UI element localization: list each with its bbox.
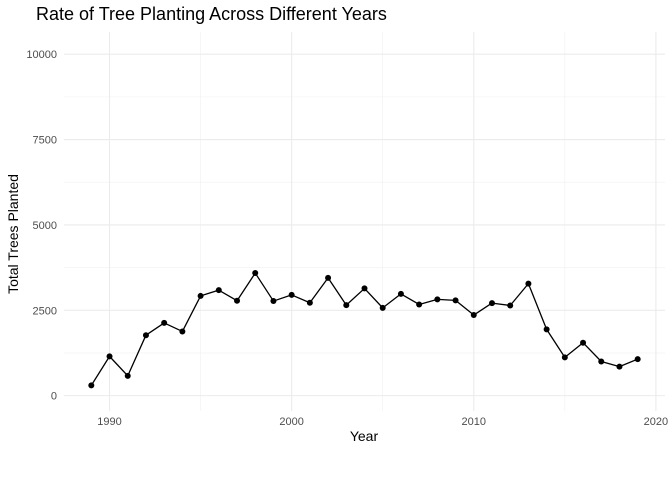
data-point (580, 339, 587, 346)
y-tick-label: 10000 (26, 49, 57, 61)
y-tick-label: 7500 (33, 135, 57, 147)
data-point (434, 296, 441, 303)
minor-gridlines (64, 32, 665, 411)
data-point (124, 372, 131, 379)
data-point (179, 328, 186, 335)
data-point (288, 291, 295, 298)
x-axis-title: Year (350, 428, 379, 444)
data-point (416, 301, 423, 308)
data-point (161, 319, 168, 326)
data-point (234, 297, 241, 304)
major-gridlines (64, 32, 665, 411)
x-tick-label: 2000 (279, 416, 303, 428)
data-point (361, 285, 368, 292)
data-point (215, 287, 222, 294)
data-point (470, 312, 477, 319)
data-point (106, 353, 113, 360)
data-point (598, 358, 605, 365)
data-point (616, 363, 623, 370)
x-tick-label: 2020 (644, 416, 668, 428)
y-axis-title: Total Trees Planted (5, 174, 21, 294)
data-point (88, 382, 95, 389)
chart-title: Rate of Tree Planting Across Different Y… (36, 4, 387, 24)
data-point (561, 354, 568, 361)
data-point (343, 302, 350, 309)
x-tick-label: 2010 (462, 416, 486, 428)
data-point (634, 356, 641, 363)
data-point (452, 297, 459, 304)
data-point (142, 332, 149, 339)
y-tick-label: 2500 (33, 305, 57, 317)
data-point (379, 304, 386, 311)
x-tick-label: 1990 (97, 416, 121, 428)
data-point (252, 270, 259, 277)
data-point (488, 300, 495, 307)
data-point (525, 280, 532, 287)
y-tick-label: 5000 (33, 220, 57, 232)
data-point (306, 299, 313, 306)
data-point (397, 290, 404, 297)
data-point (543, 326, 550, 333)
data-point (507, 302, 514, 309)
tick-labels: 1990 2000 2010 2020 0 2500 5000 7500 10000 (26, 49, 668, 428)
data-point (197, 292, 204, 299)
y-tick-label: 0 (51, 391, 57, 403)
series-layer (88, 270, 641, 389)
data-point (325, 274, 332, 281)
data-point (270, 298, 277, 305)
